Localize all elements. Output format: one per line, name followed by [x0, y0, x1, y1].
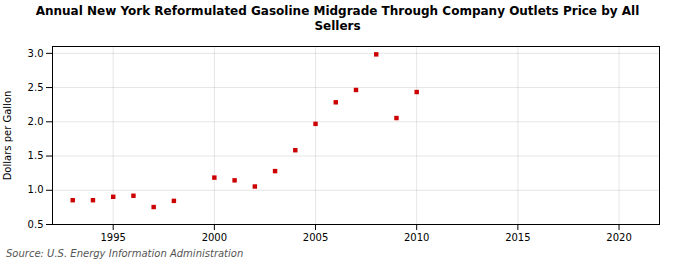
svg-text:2005: 2005	[303, 232, 328, 243]
svg-text:1.5: 1.5	[28, 150, 44, 161]
svg-text:1.0: 1.0	[28, 184, 44, 195]
svg-text:2000: 2000	[202, 232, 227, 243]
svg-text:2010: 2010	[404, 232, 429, 243]
svg-text:2020: 2020	[606, 232, 631, 243]
html-text:Annual New York Reformulated G: Annual New York Reformulated Gasoline Mi…	[35, 4, 640, 33]
html-text:Source: U.S. Energy Informatio: Source: U.S. Energy Information Administ…	[6, 248, 244, 259]
svg-text:2015: 2015	[505, 232, 530, 243]
svg-text:Dollars per Gallon: Dollars per Gallon	[2, 91, 13, 181]
svg-text:1995: 1995	[100, 232, 125, 243]
svg-text:3.0: 3.0	[28, 48, 44, 59]
svg-text:0.5: 0.5	[28, 219, 44, 230]
svg-text:2.5: 2.5	[28, 82, 44, 93]
svg-text:2.0: 2.0	[28, 116, 44, 127]
